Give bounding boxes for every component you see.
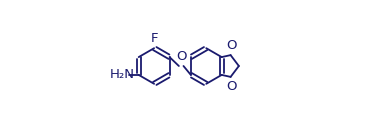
Text: O: O <box>227 79 237 93</box>
Text: F: F <box>150 32 158 45</box>
Text: H₂N: H₂N <box>110 68 135 81</box>
Text: O: O <box>227 39 237 52</box>
Text: O: O <box>176 50 187 63</box>
